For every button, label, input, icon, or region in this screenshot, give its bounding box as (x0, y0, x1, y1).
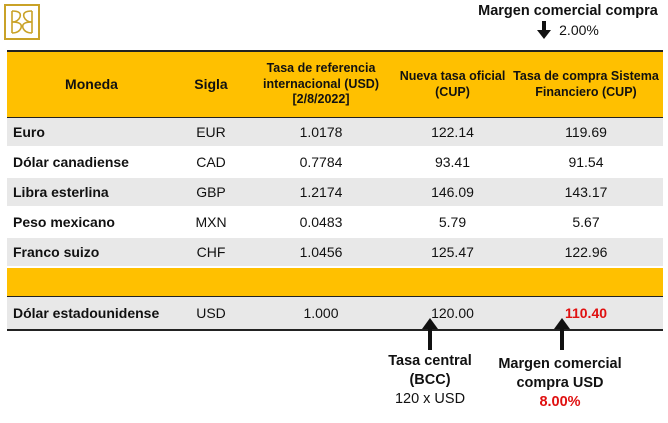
margin-note-line1: Margen comercial (498, 356, 622, 372)
central-note-line1: Tasa central (388, 353, 472, 369)
top-margin-note: Margen comercial compra 2.00% (470, 3, 666, 39)
reference-rate: 1.2174 (246, 177, 396, 208)
top-note-title: Margen comercial compra (478, 3, 658, 19)
reference-rate: 1.000 (246, 296, 396, 331)
header-moneda: Moneda (7, 50, 176, 118)
purchase-rate: 119.69 (509, 117, 663, 148)
purchase-rate: 143.17 (509, 177, 663, 208)
table-row: Dólar canadiense CAD 0.7784 93.41 91.54 (7, 147, 663, 178)
arrow-down-icon (537, 21, 552, 39)
currency-code: CHF (176, 237, 246, 268)
purchase-rate: 5.67 (509, 207, 663, 238)
arrow-up-icon (554, 318, 570, 350)
currency-code: MXN (176, 207, 246, 238)
purchase-rate: 122.96 (509, 237, 663, 268)
margin-note-line2: compra USD (516, 374, 604, 391)
currency-name: Franco suizo (7, 237, 176, 268)
currency-name: Dólar canadiense (7, 147, 176, 178)
purchase-rate-highlight: 110.40 (509, 296, 663, 331)
exchange-rate-table: Moneda Sigla Tasa de referencia internac… (7, 50, 663, 331)
reference-rate: 0.7784 (246, 147, 396, 178)
reference-rate: 1.0456 (246, 237, 396, 268)
margin-note-value: 8.00% (539, 393, 581, 410)
usd-margin-note: Margen comercial compra USD 8.00% (484, 355, 636, 412)
table-row: Libra esterlina GBP 1.2174 146.09 143.17 (7, 177, 663, 208)
table-row: Peso mexicano MXN 0.0483 5.79 5.67 (7, 207, 663, 238)
reference-rate: 0.0483 (246, 207, 396, 238)
arrow-up-icon (422, 318, 438, 350)
currency-name: Libra esterlina (7, 177, 176, 208)
top-note-value: 2.00% (559, 22, 599, 38)
official-rate: 122.14 (396, 117, 509, 148)
currency-name: Peso mexicano (7, 207, 176, 238)
official-rate: 93.41 (396, 147, 509, 178)
purchase-rate: 91.54 (509, 147, 663, 178)
header-tasa-referencia: Tasa de referencia internacional (USD) [… (246, 50, 396, 118)
currency-code: CAD (176, 147, 246, 178)
header-tasa-compra: Tasa de compra Sistema Financiero (CUP) (509, 50, 663, 118)
header-sigla: Sigla (176, 50, 246, 118)
official-rate: 5.79 (396, 207, 509, 238)
header-nueva-tasa: Nueva tasa oficial (CUP) (396, 50, 509, 118)
reference-rate: 1.0178 (246, 117, 396, 148)
usd-row: Dólar estadounidense USD 1.000 120.00 11… (7, 296, 663, 331)
bank-logo-icon (4, 4, 40, 40)
currency-code: USD (176, 296, 246, 331)
currency-name: Dólar estadounidense (7, 296, 176, 331)
table-header-row: Moneda Sigla Tasa de referencia internac… (7, 50, 663, 118)
currency-name: Euro (7, 117, 176, 148)
official-rate: 125.47 (396, 237, 509, 268)
table-row: Euro EUR 1.0178 122.14 119.69 (7, 117, 663, 148)
official-rate: 120.00 (396, 296, 509, 331)
central-rate-note: Tasa central (BCC) 120 x USD (370, 352, 490, 409)
central-note-line3: 120 x USD (394, 390, 466, 407)
currency-code: GBP (176, 177, 246, 208)
central-note-line2: (BCC) (409, 371, 451, 388)
table-row: Franco suizo CHF 1.0456 125.47 122.96 (7, 237, 663, 268)
separator-band (7, 266, 663, 297)
official-rate: 146.09 (396, 177, 509, 208)
separator-row (7, 266, 663, 297)
currency-code: EUR (176, 117, 246, 148)
